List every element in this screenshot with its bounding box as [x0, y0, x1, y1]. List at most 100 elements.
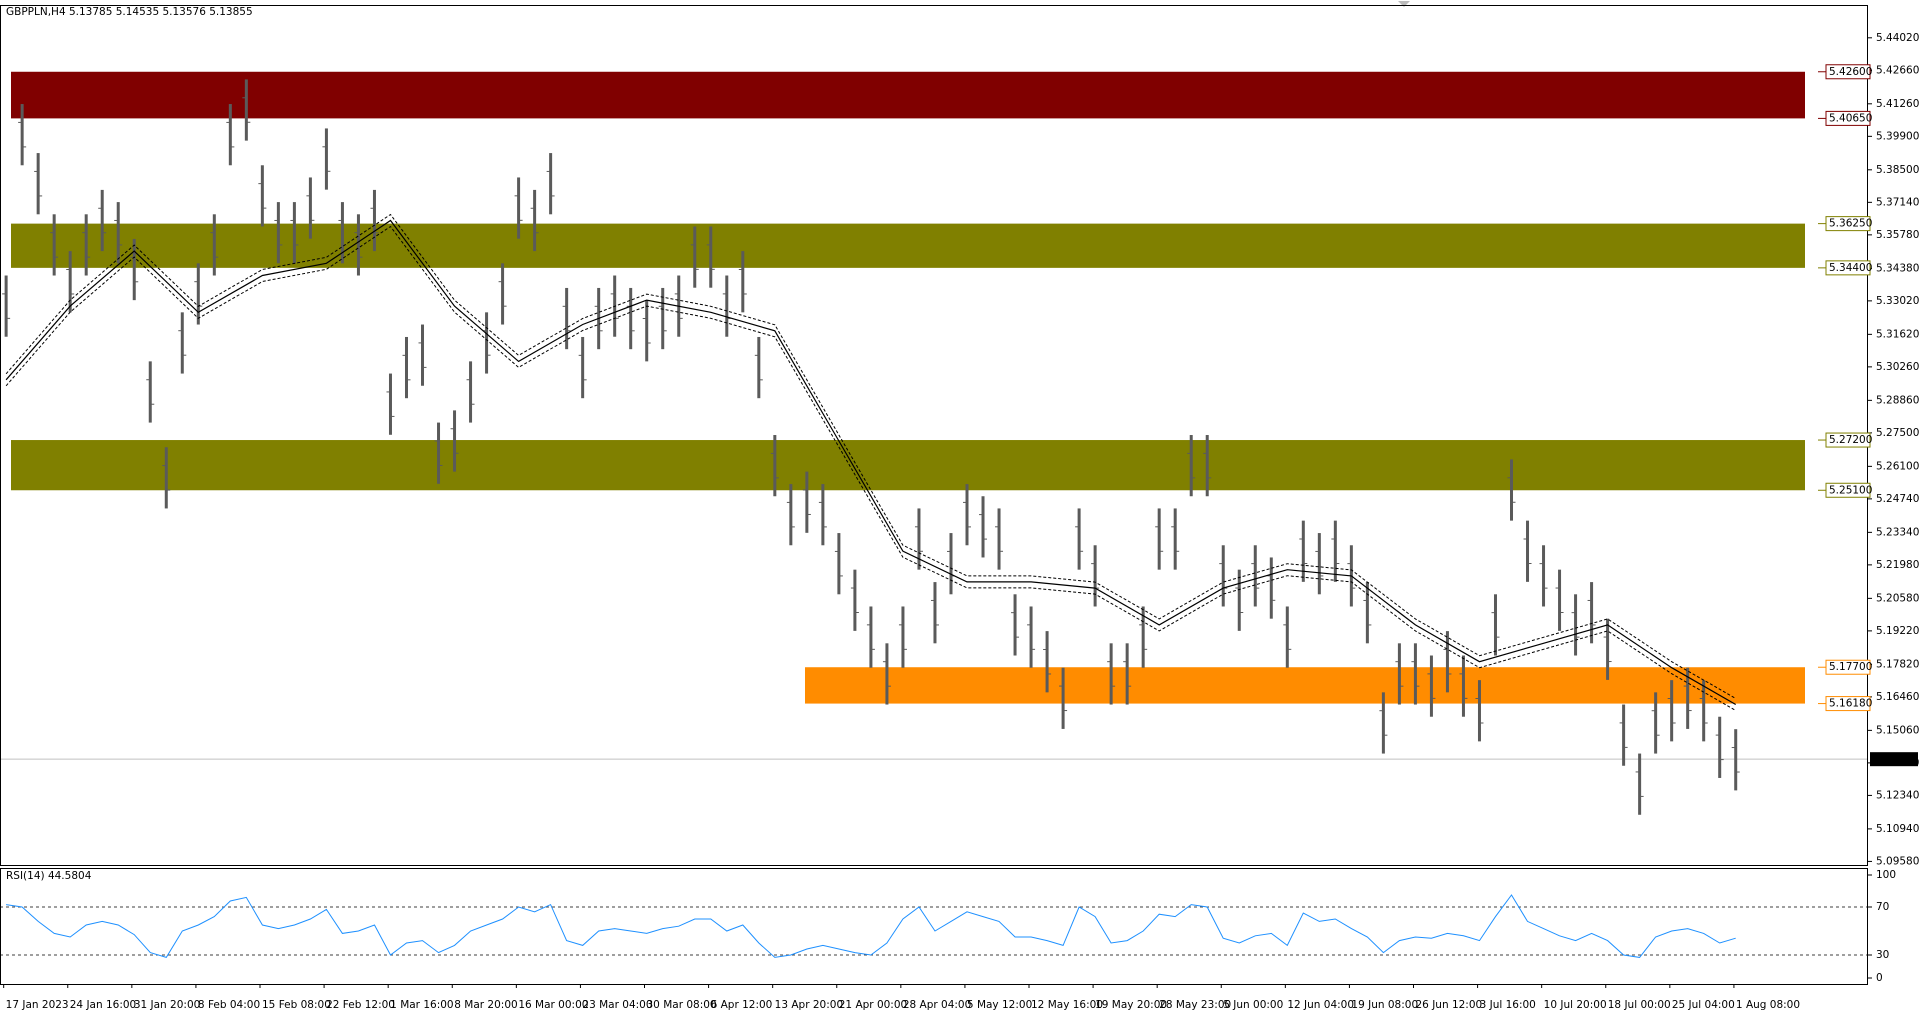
x-tick-label: 16 Mar 00:00: [518, 999, 588, 1011]
price-bar: [693, 226, 697, 288]
x-tick-label: 28 May 23:00: [1159, 999, 1231, 1011]
price-bar: [1109, 643, 1113, 705]
current-price-label: 5.13855: [1873, 753, 1916, 765]
x-tick-label: 15 Feb 08:00: [262, 999, 331, 1011]
rsi-tick-label: 30: [1876, 949, 1889, 961]
price-bar: [372, 189, 376, 252]
price-bar: [773, 435, 777, 497]
price-bar: [132, 238, 136, 301]
price-bar: [52, 214, 56, 276]
y-tick-label: 5.34380: [1876, 262, 1919, 274]
zone-label: 5.25100: [1829, 484, 1872, 496]
price-bar: [917, 508, 921, 570]
zone-label-box: [1825, 482, 1871, 498]
shift-marker: [1398, 1, 1410, 7]
price-bar: [1237, 569, 1241, 631]
zone-label: 5.16180: [1829, 698, 1872, 710]
price-bar: [501, 263, 505, 325]
x-tick-label: 5 May 12:00: [967, 999, 1032, 1011]
zone-label-box: [1825, 64, 1871, 80]
y-tick-label: 5.23340: [1876, 526, 1919, 538]
price-bar: [469, 361, 473, 423]
price-bar: [324, 128, 328, 190]
axes: 5.095805.109405.123405.137005.150605.164…: [3, 32, 1919, 1011]
y-tick-label: 5.44020: [1876, 32, 1919, 44]
x-tick-label: 25 Jul 04:00: [1672, 999, 1735, 1011]
x-tick-label: 13 Apr 20:00: [775, 999, 843, 1011]
price-bar: [1445, 631, 1449, 693]
zone: [805, 667, 1805, 704]
y-tick-label: 5.12340: [1876, 789, 1919, 801]
price-bar: [1061, 667, 1065, 729]
y-tick-label: 5.24740: [1876, 493, 1919, 505]
price-bar: [1397, 643, 1401, 705]
price-bar: [725, 275, 729, 337]
x-tick-label: 21 Apr 00:00: [839, 999, 907, 1011]
price-bar: [1461, 655, 1465, 717]
x-tick-label: 12 Jun 04:00: [1287, 999, 1354, 1011]
price-bar: [453, 410, 457, 472]
x-tick-label: 3 Jul 16:00: [1480, 999, 1536, 1011]
price-bar: [1477, 680, 1481, 742]
rsi-tick-label: 70: [1876, 901, 1889, 913]
x-tick-label: 10 Jul 20:00: [1544, 999, 1607, 1011]
price-bar: [1429, 655, 1433, 717]
price-bar: [1606, 618, 1610, 680]
zone-label-box: [1825, 659, 1871, 675]
price-bar: [1221, 545, 1225, 607]
zone-label-box: [1825, 216, 1871, 232]
zone-label: 5.36250: [1829, 218, 1872, 230]
price-bar: [148, 361, 152, 423]
price-bar: [517, 177, 521, 239]
y-tick-label: 5.20580: [1876, 592, 1919, 604]
price-bar: [196, 263, 200, 325]
price-bar: [981, 496, 985, 558]
price-bar: [1493, 594, 1497, 656]
zone-label: 5.42600: [1829, 66, 1872, 78]
price-bar: [1269, 557, 1273, 619]
x-tick-label: 5 Jun 00:00: [1223, 999, 1283, 1011]
y-tick-label: 5.31620: [1876, 328, 1919, 340]
price-bar: [1317, 533, 1321, 595]
price-bar: [789, 484, 793, 546]
price-bar: [100, 189, 104, 252]
x-tick-label: 30 Mar 08:00: [647, 999, 717, 1011]
price-bar: [853, 569, 857, 631]
y-tick-label: 5.42660: [1876, 64, 1919, 76]
price-bar: [1526, 520, 1530, 582]
price-bar: [1029, 606, 1033, 668]
price-bar: [1638, 753, 1642, 815]
price-bars: [0, 79, 1868, 815]
ma-envelope-lower: [5, 225, 1736, 711]
price-bar: [116, 202, 120, 264]
price-bar: [1125, 643, 1129, 705]
price-bar: [4, 275, 8, 337]
zones: [11, 71, 1805, 704]
x-tick-label: 24 Jan 16:00: [70, 999, 136, 1011]
x-tick-label: 18 Jul 00:00: [1608, 999, 1671, 1011]
price-bar: [1093, 545, 1097, 607]
price-bar: [805, 471, 809, 533]
y-tick-label: 5.38500: [1876, 164, 1919, 176]
price-bar: [276, 202, 280, 264]
x-tick-label: 19 May 20:00: [1095, 999, 1167, 1011]
price-bar: [1173, 508, 1177, 570]
price-bar: [885, 643, 889, 705]
price-bar: [821, 484, 825, 546]
x-tick-label: 1 Mar 16:00: [390, 999, 453, 1011]
x-tick-label: 28 Apr 04:00: [903, 999, 971, 1011]
x-tick-label: 6 Apr 12:00: [711, 999, 773, 1011]
y-tick-label: 5.27500: [1876, 427, 1919, 439]
x-tick-label: 19 Jun 08:00: [1351, 999, 1418, 1011]
price-bar: [388, 373, 392, 435]
price-bar: [36, 153, 40, 215]
price-bar: [949, 533, 953, 595]
rsi-header: RSI(14) 44.5804: [6, 870, 92, 882]
zone-label: 5.34400: [1829, 262, 1872, 274]
y-tick-label: 5.26100: [1876, 460, 1919, 472]
price-bar: [533, 189, 537, 252]
y-tick-label: 5.41260: [1876, 98, 1919, 110]
price-bar: [661, 287, 665, 350]
price-bar: [20, 104, 24, 166]
price-bar: [1205, 435, 1209, 497]
